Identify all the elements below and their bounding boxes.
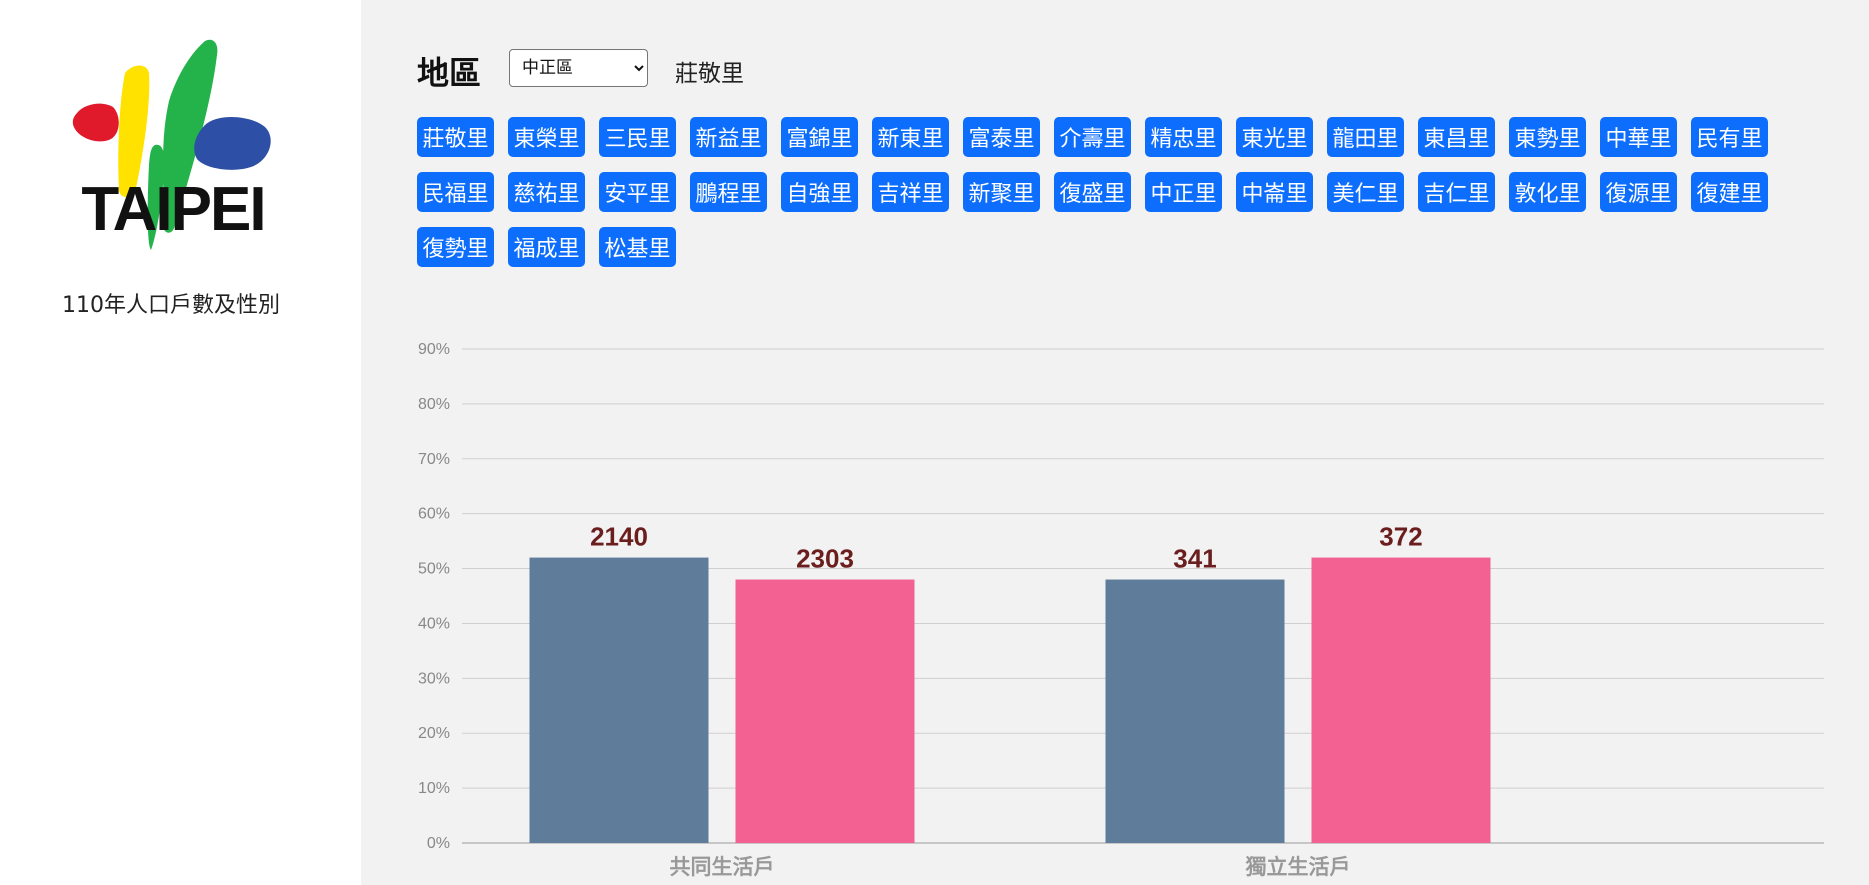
y-tick-label: 0% (427, 835, 450, 852)
village-button[interactable]: 福成里 (508, 227, 585, 267)
village-button[interactable]: 精忠里 (1145, 117, 1222, 157)
region-label: 地區 (417, 54, 482, 92)
household-gender-chart: 0% 10% 20% 30% 40% 50% 60% 70% 80% 90% 2140 2303 共同生… (418, 341, 1824, 879)
village-button[interactable]: 民福里 (417, 172, 494, 212)
district-select[interactable]: 中正區 (509, 49, 648, 87)
village-button[interactable]: 吉仁里 (1418, 172, 1495, 212)
data-label: 2303 (796, 544, 854, 574)
village-button[interactable]: 三民里 (599, 117, 676, 157)
village-button[interactable]: 東光里 (1236, 117, 1313, 157)
village-button[interactable]: 富泰里 (963, 117, 1040, 157)
female-bar[interactable] (1311, 557, 1491, 843)
male-bar[interactable] (1105, 579, 1285, 843)
village-button[interactable]: 新聚里 (963, 172, 1040, 212)
village-button[interactable]: 新東里 (872, 117, 949, 157)
taipei-logo: TAIPEI (72, 39, 271, 250)
village-button[interactable]: 中崙里 (1236, 172, 1313, 212)
village-button[interactable]: 復源里 (1600, 172, 1677, 212)
village-button[interactable]: 中華里 (1600, 117, 1677, 157)
village-button[interactable]: 復盛里 (1054, 172, 1131, 212)
village-button[interactable]: 敦化里 (1509, 172, 1586, 212)
village-button[interactable]: 龍田里 (1327, 117, 1404, 157)
y-tick-label: 20% (418, 725, 450, 742)
village-button[interactable]: 莊敬里 (417, 117, 494, 157)
y-tick-label: 10% (418, 780, 450, 797)
y-tick-label: 80% (418, 396, 450, 413)
village-button[interactable]: 自強里 (781, 172, 858, 212)
village-button[interactable]: 中正里 (1145, 172, 1222, 212)
village-button[interactable]: 介壽里 (1054, 117, 1131, 157)
y-tick-label: 30% (418, 670, 450, 687)
village-button[interactable]: 東昌里 (1418, 117, 1495, 157)
x-category-label: 共同生活戶 (670, 855, 775, 879)
y-tick-label: 90% (418, 341, 450, 358)
logo-blue-stroke (194, 116, 271, 170)
village-button[interactable]: 鵬程里 (690, 172, 767, 212)
data-label: 372 (1379, 522, 1422, 552)
page-subtitle: 110年人口戶數及性別 (62, 293, 280, 318)
village-button[interactable]: 東榮里 (508, 117, 585, 157)
logo-green-stroke (147, 39, 218, 250)
sidebar: TAIPEI 110年人口戶數及性別 (0, 0, 361, 885)
village-button[interactable]: 安平里 (599, 172, 676, 212)
y-tick-label: 70% (418, 451, 450, 468)
logo-text: TAIPEI (81, 175, 264, 244)
y-tick-label: 40% (418, 615, 450, 632)
village-button[interactable]: 民有里 (1691, 117, 1768, 157)
village-button[interactable]: 美仁里 (1327, 172, 1404, 212)
y-tick-label: 60% (418, 506, 450, 523)
logo-yellow-stroke (118, 65, 150, 198)
data-label: 2140 (590, 522, 648, 552)
village-button[interactable]: 東勢里 (1509, 117, 1586, 157)
village-button[interactable]: 松基里 (599, 227, 676, 267)
x-category-label: 獨立生活戶 (1245, 855, 1351, 879)
village-button[interactable]: 慈祐里 (508, 172, 585, 212)
logo-red-stroke (72, 103, 119, 142)
y-tick-label: 50% (418, 561, 450, 578)
female-bar[interactable] (735, 579, 915, 843)
village-button[interactable]: 富錦里 (781, 117, 858, 157)
data-label: 341 (1173, 544, 1216, 574)
male-bar[interactable] (529, 557, 709, 843)
village-button[interactable]: 新益里 (690, 117, 767, 157)
current-village-label: 莊敬里 (675, 61, 744, 87)
village-button[interactable]: 復勢里 (417, 227, 494, 267)
village-button[interactable]: 吉祥里 (872, 172, 949, 212)
village-button[interactable]: 復建里 (1691, 172, 1768, 212)
